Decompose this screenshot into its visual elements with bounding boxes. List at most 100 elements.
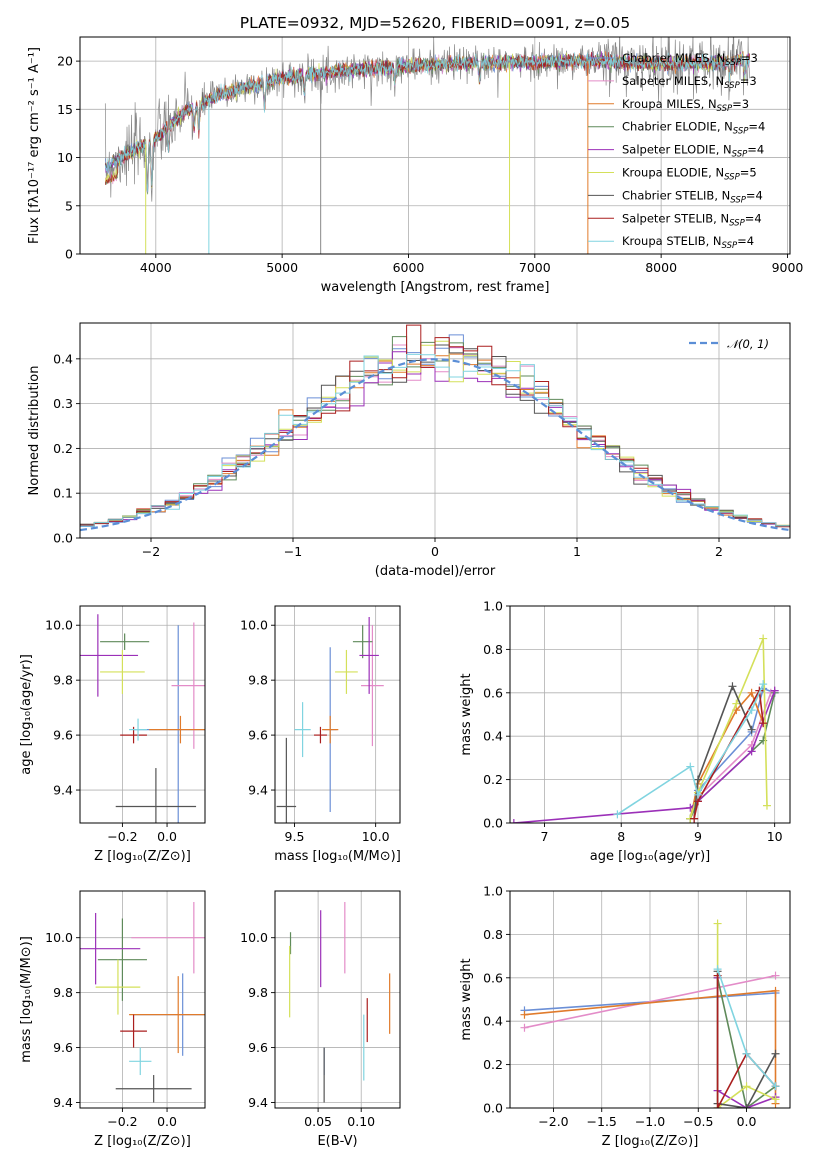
errorbar-salpeter-elodie <box>80 912 141 985</box>
x-tick-label: −0.2 <box>107 829 137 844</box>
plot-area <box>80 614 205 823</box>
y-tick-label: 1.0 <box>483 884 503 899</box>
x-tick-label: 0.10 <box>347 1114 375 1129</box>
errorbar-kroupa-miles <box>322 715 339 744</box>
y-tick-label: 5 <box>65 198 73 213</box>
legend-label-end: =5 <box>740 166 757 180</box>
legend-label-end: =4 <box>745 211 762 225</box>
x-tick-label: 6000 <box>393 260 425 275</box>
weight-marker <box>759 634 768 643</box>
y-tick-label: 9.8 <box>248 985 268 1000</box>
x-tick-label: 1 <box>573 544 581 559</box>
x-tick-label: 0.0 <box>157 829 177 844</box>
legend-label-main: Salpeter ELODIE, N <box>622 143 732 157</box>
y-tick-label: 9.6 <box>248 1040 268 1055</box>
weight-vs-metallicity-panel: −2.0 −1.5 −1.0 −0.5 0.0 0.0 0.2 0.4 0.6 0.8 1.0 Z [… <box>459 884 791 1149</box>
y-tick-label: 9.8 <box>53 673 73 688</box>
weight-line <box>716 977 776 1108</box>
legend-label-end: =4 <box>747 143 764 157</box>
legend-label-sub: SSP <box>725 58 741 68</box>
residuals-panel: −2 −1 0 1 2 0.0 0.1 0.2 0.3 0.4 (data-model)/error… <box>27 322 791 579</box>
x-tick-label: −2 <box>142 544 160 559</box>
x-tick-label: 9 <box>694 829 702 844</box>
weight-marker <box>686 762 695 771</box>
x-axis-label: (data-model)/error <box>375 564 496 579</box>
y-tick-label: 15 <box>57 102 73 117</box>
legend-label: Salpeter MILES, NSSP=3 <box>622 74 757 91</box>
x-axis-label: mass [log₁₀(M/M⊙)] <box>274 849 401 864</box>
legend-label: 𝒩(0, 1) <box>727 337 769 351</box>
y-tick-label: 10.0 <box>45 618 73 633</box>
weight-marker <box>747 747 756 756</box>
errorbar-kroupa-elodie <box>95 959 141 1015</box>
legend-label-main: Kroupa STELIB, N <box>622 234 722 248</box>
legend-label-end: =3 <box>740 74 757 88</box>
model-spectrum-kroupa-stelib <box>104 52 750 193</box>
legend-label-end: =3 <box>741 51 758 65</box>
x-axis-label: wavelength [Angstrom, rest frame] <box>321 280 550 295</box>
errorbar-salpeter-stelib <box>313 726 327 744</box>
x-tick-label: −0.5 <box>683 1114 713 1129</box>
errorbar-kroupa-elodie <box>100 649 145 694</box>
legend-label: Chabrier MILES, NSSP=3 <box>622 51 758 68</box>
errorbar-kroupa-stelib <box>129 1047 152 1076</box>
weight-marker <box>732 699 741 708</box>
y-tick-label: 0.8 <box>483 927 503 942</box>
x-tick-label: 5000 <box>266 260 298 275</box>
weight-series-salpeter-stelib <box>690 686 768 823</box>
x-tick-label: −1.5 <box>587 1114 617 1129</box>
y-tick-label: 9.6 <box>53 728 73 743</box>
plot-area <box>104 37 750 254</box>
legend-label-main: Chabrier MILES, N <box>622 51 725 65</box>
errorbar-kroupa-stelib <box>129 718 147 741</box>
x-tick-label: 8000 <box>645 260 677 275</box>
weight-marker <box>771 1082 780 1091</box>
y-tick-label: 0.4 <box>483 1014 503 1029</box>
weight-marker <box>771 971 780 980</box>
weight-marker <box>520 1023 529 1032</box>
legend-label-sub: SSP <box>724 81 740 91</box>
x-axis-label: Z [log₁₀(Z/Z⊙)] <box>602 1134 699 1149</box>
y-tick-label: 0.2 <box>53 441 73 456</box>
spectrum-panel: 4000 5000 6000 7000 8000 9000 0 5 10 15 20 waveleng… <box>27 14 803 295</box>
x-tick-label: 0.0 <box>737 1114 757 1129</box>
x-tick-label: 9000 <box>772 260 804 275</box>
weight-marker <box>747 725 756 734</box>
y-tick-label: 0.0 <box>53 531 73 546</box>
mass-vs-metallicity-panel: −0.2 0.0 9.4 9.6 9.8 10.0 Z [log₁₀(Z/Z⊙)] mass … <box>19 890 206 1149</box>
y-tick-label: 9.8 <box>248 673 268 688</box>
weight-marker <box>762 801 771 810</box>
legend-label-end: =4 <box>748 120 765 134</box>
x-tick-label: 7000 <box>519 260 551 275</box>
y-tick-label: 10 <box>57 150 73 165</box>
y-axis-label: Flux [fλ10⁻¹⁷ erg cm⁻² s⁻¹ A⁻¹] <box>27 47 42 244</box>
axes-frame <box>274 890 401 1109</box>
legend-label-sub: SSP <box>732 150 748 160</box>
weight-marker <box>520 1010 529 1019</box>
legend-label: Chabrier ELODIE, NSSP=4 <box>622 120 765 137</box>
y-axis-label: mass [log₁₀(M/M⊙)] <box>19 936 34 1063</box>
weight-series-kroupa-stelib <box>713 965 780 1091</box>
weight-series-kroupa-stelib <box>613 680 768 819</box>
weight-marker <box>747 688 756 697</box>
errorbar-chabrier-elodie <box>97 918 147 1001</box>
plot-area <box>80 324 790 532</box>
legend-label-end: =3 <box>732 97 749 111</box>
errorbar-kroupa-stelib <box>294 702 311 758</box>
x-tick-label: 10 <box>767 829 783 844</box>
errorbar-kroupa-elodie <box>335 649 358 694</box>
weight-vs-age-panel: 7 8 9 10 0.0 0.2 0.4 0.6 0.8 1.0 age [log₁₀(age/yr… <box>459 599 791 864</box>
legend-label: Salpeter ELODIE, NSSP=4 <box>622 143 764 160</box>
weight-marker <box>759 719 768 728</box>
age-vs-metallicity-panel: −0.2 0.0 9.4 9.6 9.8 10.0 Z [log₁₀(Z/Z⊙)] age [… <box>19 605 206 864</box>
axes-frame <box>79 36 791 255</box>
errorbar-chabrier-stelib <box>115 1075 192 1103</box>
axes-frame <box>79 605 206 824</box>
y-tick-label: 10.0 <box>240 618 268 633</box>
weight-marker <box>742 1049 751 1058</box>
y-tick-label: 9.4 <box>53 783 73 798</box>
y-tick-label: 0.0 <box>483 1101 503 1116</box>
errorbar-salpeter-miles <box>361 625 384 747</box>
y-tick-label: 0.6 <box>483 685 503 700</box>
